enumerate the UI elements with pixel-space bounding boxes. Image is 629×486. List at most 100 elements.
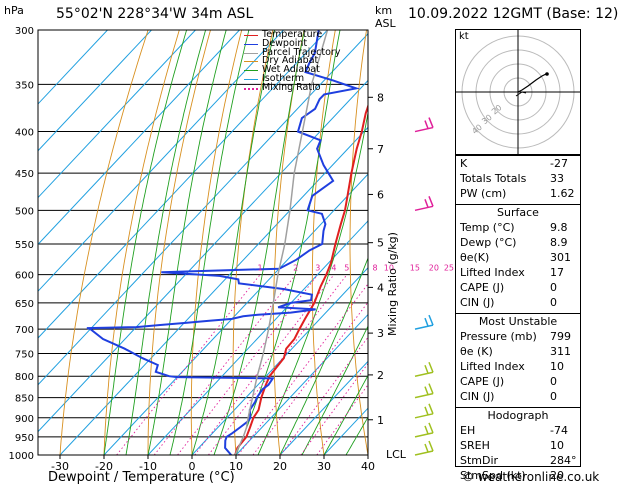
storm-motion-marker [515,91,527,97]
mixing-ratio-label: 5 [344,264,349,273]
x-tick-label: 30 [317,460,331,473]
km-tick-label: 7 [377,143,384,156]
wind-barb-shaft [414,413,434,419]
wet-adiabat-line [191,30,276,455]
index-label: θe (K) [460,345,493,358]
index-row: Pressure (mb) 799 [456,330,580,345]
wind-barb-flag [428,440,434,452]
isotherm-line [38,30,240,246]
isotherm-line [38,30,284,292]
mixing-ratio-label: 3 [315,264,320,273]
wind-barb [414,383,434,399]
km-tick-label: 1 [377,414,384,427]
wind-barb-flag [424,443,429,453]
index-row: CAPE (J) 0 [456,281,580,296]
index-value: -27 [550,157,568,170]
wind-barb-flag [424,317,429,327]
wet-adiabat-line [125,30,207,455]
x-tick-label: 0 [189,460,196,473]
legend-label: Dewpoint [262,37,308,49]
index-value: -74 [550,424,568,437]
index-row: StmSpd (kt) 20 [456,469,580,484]
wind-barb-flag [428,383,434,394]
hodograph-kt-label: kt [459,31,469,42]
mixing-ratio-label: 8 [372,264,377,273]
pressure-tick-label: 650 [15,299,34,310]
index-label: Pressure (mb) [460,330,537,343]
index-value: 33 [550,172,564,185]
wind-barb [414,196,434,212]
index-label: Dewp (°C) [460,236,517,249]
index-value: 0 [550,375,557,388]
wet-adiabat-line [169,30,250,455]
mixing-ratio-label: 15 [410,264,420,273]
index-row: CIN (J) 0 [456,296,580,311]
index-label: PW (cm) [460,187,507,200]
legend: Temperature Dewpoint Parcel Trajectory Dry … [244,29,364,93]
wind-barb-flag [424,120,429,129]
isotherm-line [38,79,368,433]
hodograph-end-marker [545,72,549,76]
index-value: 8.9 [550,236,568,249]
wind-barb-shaft [414,392,434,399]
wet-adiabat-line [103,30,188,455]
legend-item: Wet Adiabat [244,64,364,76]
legend-label: Parcel Trajectory [262,46,341,58]
dry-adiabat-line [585,30,629,455]
index-label: CAPE (J) [460,281,505,294]
isotherm-line [147,220,368,455]
index-row: EH -74 [456,424,580,439]
isotherm-line [103,173,368,455]
index-row: StmDir 284° [456,454,580,469]
mixing-ratio-label: 10 [384,264,394,273]
wind-barb-flag [428,361,434,373]
wind-barb [414,361,434,377]
x-tick-label: 40 [361,460,375,473]
wet-adiabat-line [235,30,341,455]
pressure-tick-label: 550 [15,240,34,251]
index-label: Lifted Index [460,266,525,279]
dry-adiabat-line [232,30,274,455]
mixing-ratio-label: 1 [258,264,263,273]
wind-barb [414,422,434,438]
mixing-ratio-label: 25 [444,264,454,273]
pressure-tick-label: 400 [15,128,34,139]
parcel-trajectory-line [234,30,329,455]
pressure-tick-label: 750 [15,349,34,360]
index-row: Lifted Index 17 [456,266,580,281]
isotherm-line [38,32,368,386]
index-label: Lifted Index [460,360,525,373]
isotherm-line [38,30,108,105]
wind-barb-flag [424,199,429,208]
wind-barb-flag [424,406,429,416]
hodograph-panel: 20 30 40 kt [455,29,581,155]
index-value: 17 [550,266,564,279]
mixing-ratio-label: 2 [293,264,298,273]
isotherm-line [191,267,368,455]
isotherm-line [38,30,152,152]
legend-swatch [244,79,258,80]
pressure-tick-label: 1000 [9,451,34,462]
legend-label: Mixing Ratio [262,81,321,93]
index-row: Dewp (°C) 8.9 [456,236,580,251]
section-divider [456,204,580,205]
hpa-axis-label: hPa [4,4,24,17]
index-label: StmSpd (kt) [460,469,526,482]
index-value: 0 [550,390,557,403]
legend-label: Wet Adiabat [262,64,320,76]
pressure-tick-label: 350 [15,80,34,91]
index-row: θe (K) 311 [456,345,580,360]
legend-item: Temperature [244,29,364,40]
legend-item: Isotherm [244,73,364,84]
mixing-ratio-label: 20 [429,264,439,273]
km-tick-label: 8 [377,91,384,104]
pressure-tick-label: 950 [15,433,34,444]
wind-barb [414,440,434,456]
asl-axis-label: ASL [375,17,396,30]
wind-barb-shaft [414,371,434,377]
pressure-tick-label: 700 [15,325,34,336]
dry-adiabat-line [616,30,629,455]
index-value: 311 [550,345,571,358]
index-label: θe(K) [460,251,490,264]
